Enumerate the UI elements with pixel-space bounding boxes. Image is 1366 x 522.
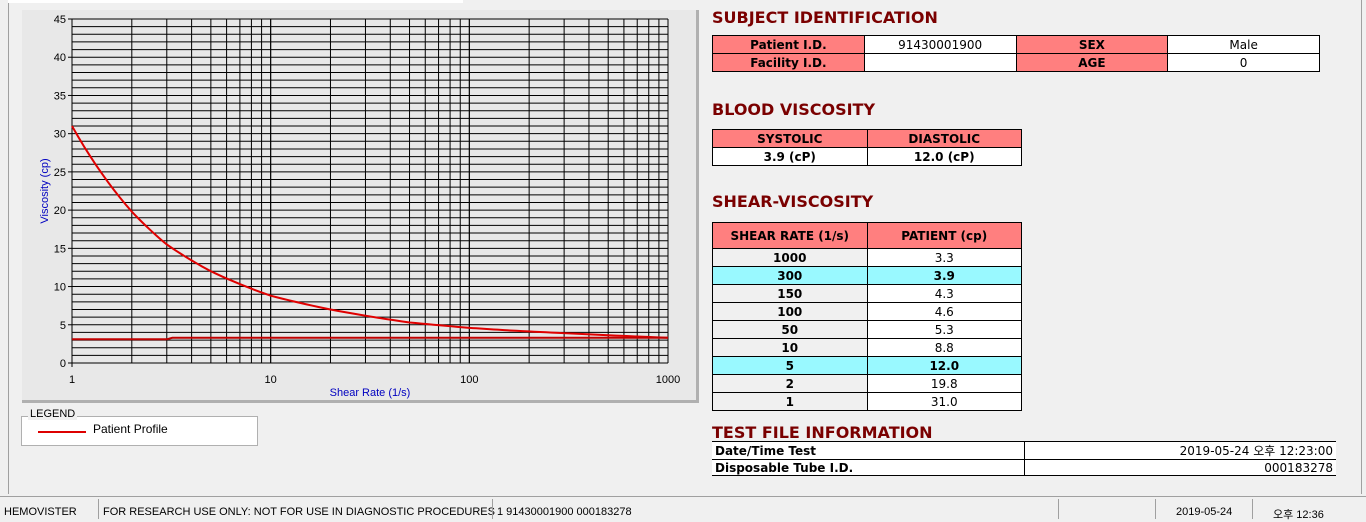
legend-box: LEGEND Patient Profile — [21, 408, 258, 446]
shear-row: 1000 3.3 — [712, 248, 1022, 267]
status-notice: FOR RESEARCH USE ONLY: NOT FOR USE IN DI… — [98, 499, 495, 519]
y-tick-label: 15 — [54, 243, 66, 255]
diastolic-label: DIASTOLIC — [866, 129, 1022, 148]
status-date: 2019-05-24 — [1155, 499, 1251, 519]
patient-cp-cell: 19.8 — [866, 374, 1022, 393]
legend-line-swatch — [38, 431, 86, 433]
tube-id-label: Disposable Tube I.D. — [712, 459, 1024, 476]
test-file-heading: TEST FILE INFORMATION — [712, 423, 933, 442]
legend-item-label: Patient Profile — [93, 422, 168, 436]
status-bar: HEMOVISTER FOR RESEARCH USE ONLY: NOT FO… — [0, 496, 1366, 521]
shear-row: 5 12.0 — [712, 356, 1022, 375]
shear-rate-cell: 1000 — [712, 248, 868, 267]
shear-viscosity-table: SHEAR RATE (1/s) PATIENT (cp) 1000 3.3 300 3… — [712, 222, 1022, 411]
patient-cp-cell: 3.9 — [866, 266, 1022, 285]
test-file-table: Date/Time Test 2019-05-24 오후 12:23:00 Dis… — [712, 441, 1336, 476]
shear-rate-cell: 5 — [712, 356, 868, 375]
sex-value: Male — [1167, 35, 1320, 54]
shear-row: 10 8.8 — [712, 338, 1022, 357]
tube-id-value: 000183278 — [1023, 459, 1336, 476]
y-tick-label: 35 — [54, 90, 66, 102]
status-time: 오후 12:36 — [1252, 499, 1366, 521]
shear-row: 50 5.3 — [712, 320, 1022, 339]
patient-cp-cell: 12.0 — [866, 356, 1022, 375]
shear-rate-cell: 2 — [712, 374, 868, 393]
y-tick-label: 45 — [54, 14, 66, 26]
y-tick-label: 25 — [54, 167, 66, 179]
shear-rate-cell: 150 — [712, 284, 868, 303]
y-tick-label: 10 — [54, 282, 66, 294]
main-frame — [8, 0, 1362, 494]
shear-row: 300 3.9 — [712, 266, 1022, 285]
legend-title: LEGEND — [28, 408, 78, 420]
shear-rate-cell: 100 — [712, 302, 868, 321]
shear-row: 2 19.8 — [712, 374, 1022, 393]
patient-id-label: Patient I.D. — [712, 35, 865, 54]
shear-row: 150 4.3 — [712, 284, 1022, 303]
shear-row: 1 31.0 — [712, 392, 1022, 411]
shear-rate-cell: 1 — [712, 392, 868, 411]
shear-rate-cell: 300 — [712, 266, 868, 285]
x-axis-label: Shear Rate (1/s) — [330, 387, 411, 399]
patient-cp-cell: 4.3 — [866, 284, 1022, 303]
viscosity-chart: 0 5 10 15 20 25 30 35 40 45 1 10 100 1000 Shear Rate (… — [39, 14, 680, 399]
y-tick-label: 5 — [60, 320, 66, 332]
patient-id-value: 91430001900 — [863, 35, 1017, 54]
systolic-label: SYSTOLIC — [712, 129, 868, 148]
patient-cp-cell: 5.3 — [866, 320, 1022, 339]
systolic-value: 3.9 (cP) — [712, 147, 868, 166]
patient-cp-cell: 8.8 — [866, 338, 1022, 357]
y-axis-label: Viscosity (cp) — [39, 158, 51, 223]
age-value: 0 — [1167, 53, 1320, 72]
x-tick-label: 10 — [265, 374, 277, 386]
status-app: HEMOVISTER — [4, 506, 77, 518]
shear-row: 100 4.6 — [712, 302, 1022, 321]
subject-table: Patient I.D. 91430001900 SEX Male Facility … — [712, 35, 1320, 72]
status-record: 1 91430001900 000183278 — [492, 499, 1056, 519]
status-blank — [1058, 499, 1154, 519]
sex-label: SEX — [1015, 35, 1169, 54]
y-tick-label: 30 — [54, 129, 66, 141]
y-tick-label: 20 — [54, 205, 66, 217]
series-baseline — [72, 336, 668, 341]
shear-viscosity-heading: SHEAR-VISCOSITY — [712, 192, 874, 211]
diastolic-value: 12.0 (cP) — [866, 147, 1022, 166]
blood-viscosity-table: SYSTOLIC DIASTOLIC 3.9 (cP) 12.0 (cP) — [712, 129, 1022, 166]
series-patient-profile — [71, 125, 669, 339]
x-tick-label: 1 — [69, 374, 75, 386]
blood-viscosity-heading: BLOOD VISCOSITY — [712, 100, 876, 119]
x-tick-label: 1000 — [656, 374, 680, 386]
patient-cp-cell: 4.6 — [866, 302, 1022, 321]
patient-cp-cell: 3.3 — [866, 248, 1022, 267]
patient-cp-cell: 31.0 — [866, 392, 1022, 411]
shear-rate-header: SHEAR RATE (1/s) — [712, 222, 868, 249]
subject-heading: SUBJECT IDENTIFICATION — [712, 8, 938, 27]
date-time-value: 2019-05-24 오후 12:23:00 — [1023, 441, 1336, 460]
facility-id-label: Facility I.D. — [712, 53, 865, 72]
y-tick-label: 40 — [54, 52, 66, 64]
date-time-label: Date/Time Test — [712, 441, 1024, 460]
x-tick-label: 100 — [460, 374, 478, 386]
facility-id-value — [863, 53, 1017, 72]
shear-rate-cell: 50 — [712, 320, 868, 339]
top-strip — [8, 0, 463, 3]
age-label: AGE — [1015, 53, 1169, 72]
shear-rate-cell: 10 — [712, 338, 868, 357]
patient-cp-header: PATIENT (cp) — [866, 222, 1022, 249]
y-tick-label: 0 — [60, 358, 66, 370]
